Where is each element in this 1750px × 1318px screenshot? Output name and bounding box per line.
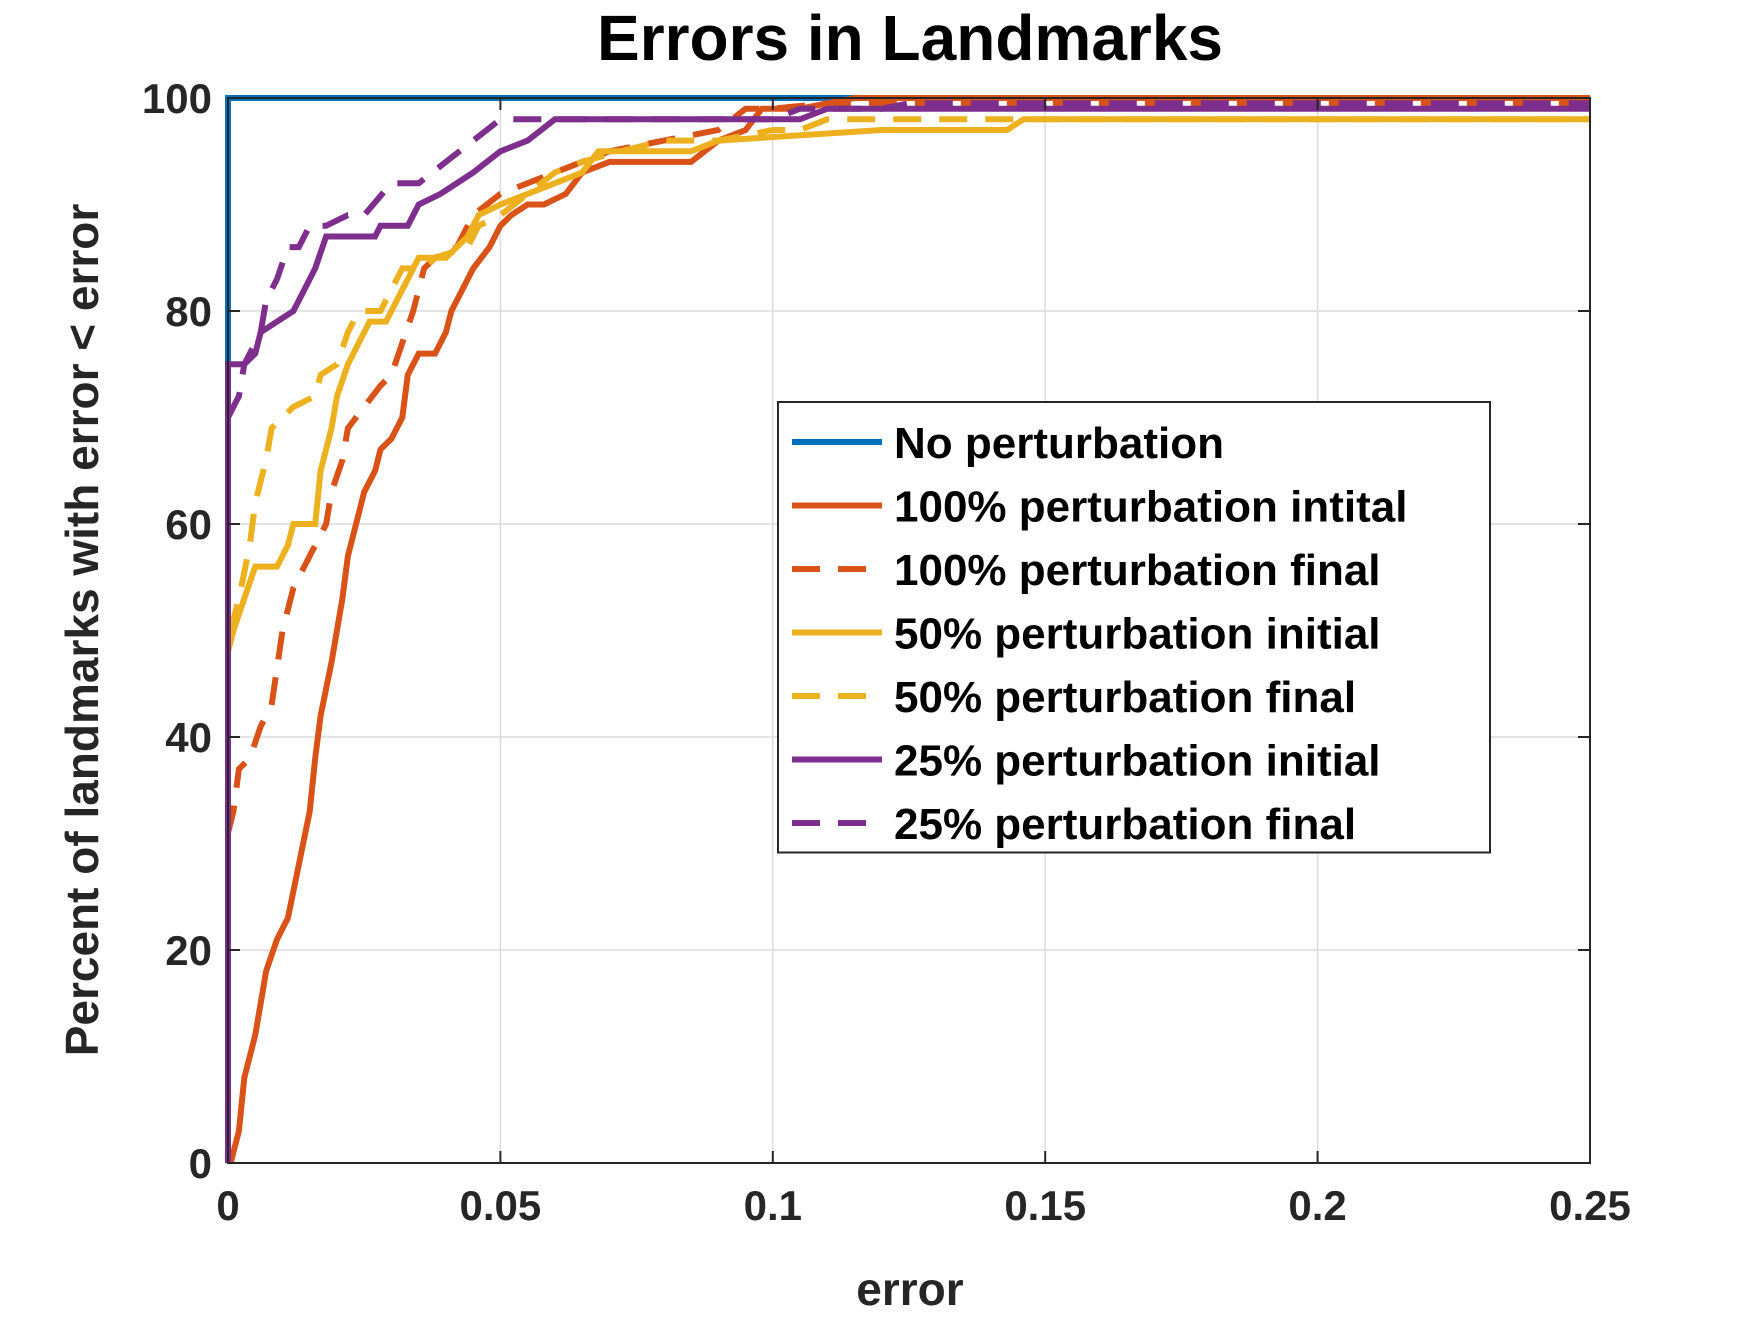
x-tick-label: 0: [216, 1182, 239, 1229]
legend-label: 25% perturbation initial: [894, 737, 1381, 786]
legend-label: 50% perturbation final: [894, 673, 1356, 722]
y-tick-label: 20: [165, 927, 212, 974]
chart-title: Errors in Landmarks: [597, 2, 1223, 74]
y-tick-label: 60: [165, 501, 212, 548]
x-axis-label: error: [856, 1263, 963, 1313]
y-tick-label: 0: [189, 1140, 212, 1187]
x-tick-label: 0.2: [1288, 1182, 1346, 1229]
legend-label: 50% perturbation initial: [894, 610, 1381, 659]
series-line-3: [225, 100, 1590, 834]
series-line-2: [227, 95, 1590, 1164]
legend-label: 100% perturbation final: [894, 546, 1381, 595]
series-line-5: [225, 116, 1590, 632]
series-line-6: [225, 105, 1590, 1163]
x-tick-label: 0.25: [1549, 1182, 1631, 1229]
legend-label: No perturbation: [894, 419, 1224, 468]
plot-frame: [227, 97, 1591, 1164]
x-tick-label: 0.1: [744, 1182, 802, 1229]
x-tick-label: 0.05: [460, 1182, 542, 1229]
axis-ticks: 0 0.05 0.1 0.15 0.2 0.25 0 20 40 60 80 100: [142, 75, 1631, 1229]
series-line-4: [225, 116, 1590, 653]
y-tick-label: 100: [142, 75, 212, 122]
y-tick-label: 80: [165, 288, 212, 335]
legend: No perturbation 100% perturbation intital…: [777, 401, 1491, 854]
legend-label: 100% perturbation intital: [894, 483, 1407, 532]
y-axis-label: Percent of landmarks with error < error: [56, 204, 108, 1057]
x-tick-label: 0.15: [1004, 1182, 1086, 1229]
legend-box: [777, 401, 1491, 854]
series-line-7: [225, 100, 1590, 419]
legend-label: 25% perturbation final: [894, 800, 1356, 849]
y-tick-label: 40: [165, 714, 212, 761]
